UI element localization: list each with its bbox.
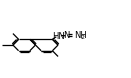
Text: NH: NH bbox=[74, 31, 86, 40]
Text: 2: 2 bbox=[80, 35, 84, 40]
Text: N: N bbox=[64, 31, 70, 40]
Text: HN: HN bbox=[52, 32, 65, 41]
